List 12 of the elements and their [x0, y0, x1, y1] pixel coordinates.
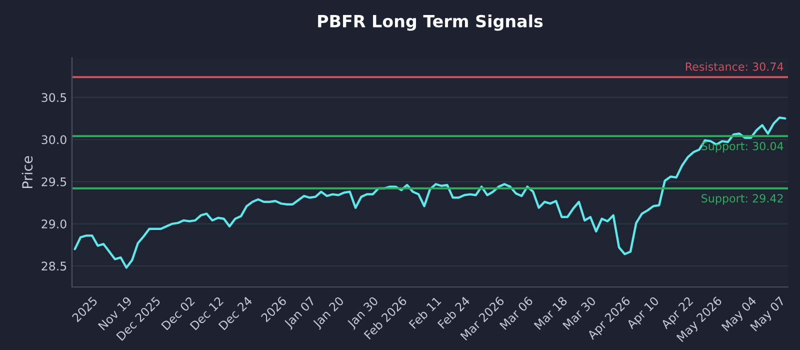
x-tick-label: Jan 20 — [312, 296, 346, 330]
y-tick-label: 30.0 — [42, 135, 66, 144]
y-tick-label: 29.5 — [42, 177, 66, 186]
line-series — [74, 116, 786, 269]
ref-line-label: Support: 30.04 — [702, 142, 784, 152]
ref-line-label: Resistance: 30.74 — [686, 62, 784, 71]
y-tick-label: 28.5 — [42, 262, 66, 271]
y-tick-label: 30.5 — [42, 93, 66, 102]
chart-title: PBFR Long Term Signals — [318, 14, 543, 31]
y-tick-label: 29.0 — [42, 220, 66, 228]
y-axis-title: Price — [22, 156, 33, 188]
ref-line-label: Support: 29.42 — [702, 194, 783, 205]
